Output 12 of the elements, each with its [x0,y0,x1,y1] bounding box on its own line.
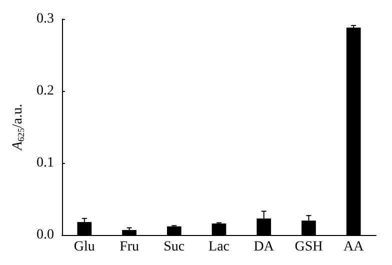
y-tick-label: 0.2 [36,84,54,98]
y-tick-label: 0.1 [36,156,54,170]
x-tick-label: Fru [120,240,140,254]
x-tick-label: Glu [74,240,95,254]
x-tick-label: Lac [208,240,230,254]
x-tick-label: Suc [164,240,185,254]
y-axis-title: A625/a.u. [10,104,26,152]
x-tick-label: AA [343,240,365,254]
y-tick-label: 0.0 [36,228,54,242]
x-tick-label: GSH [294,240,323,254]
x-tick-label: DA [254,240,275,254]
y-tick-label: 0.3 [36,12,54,26]
